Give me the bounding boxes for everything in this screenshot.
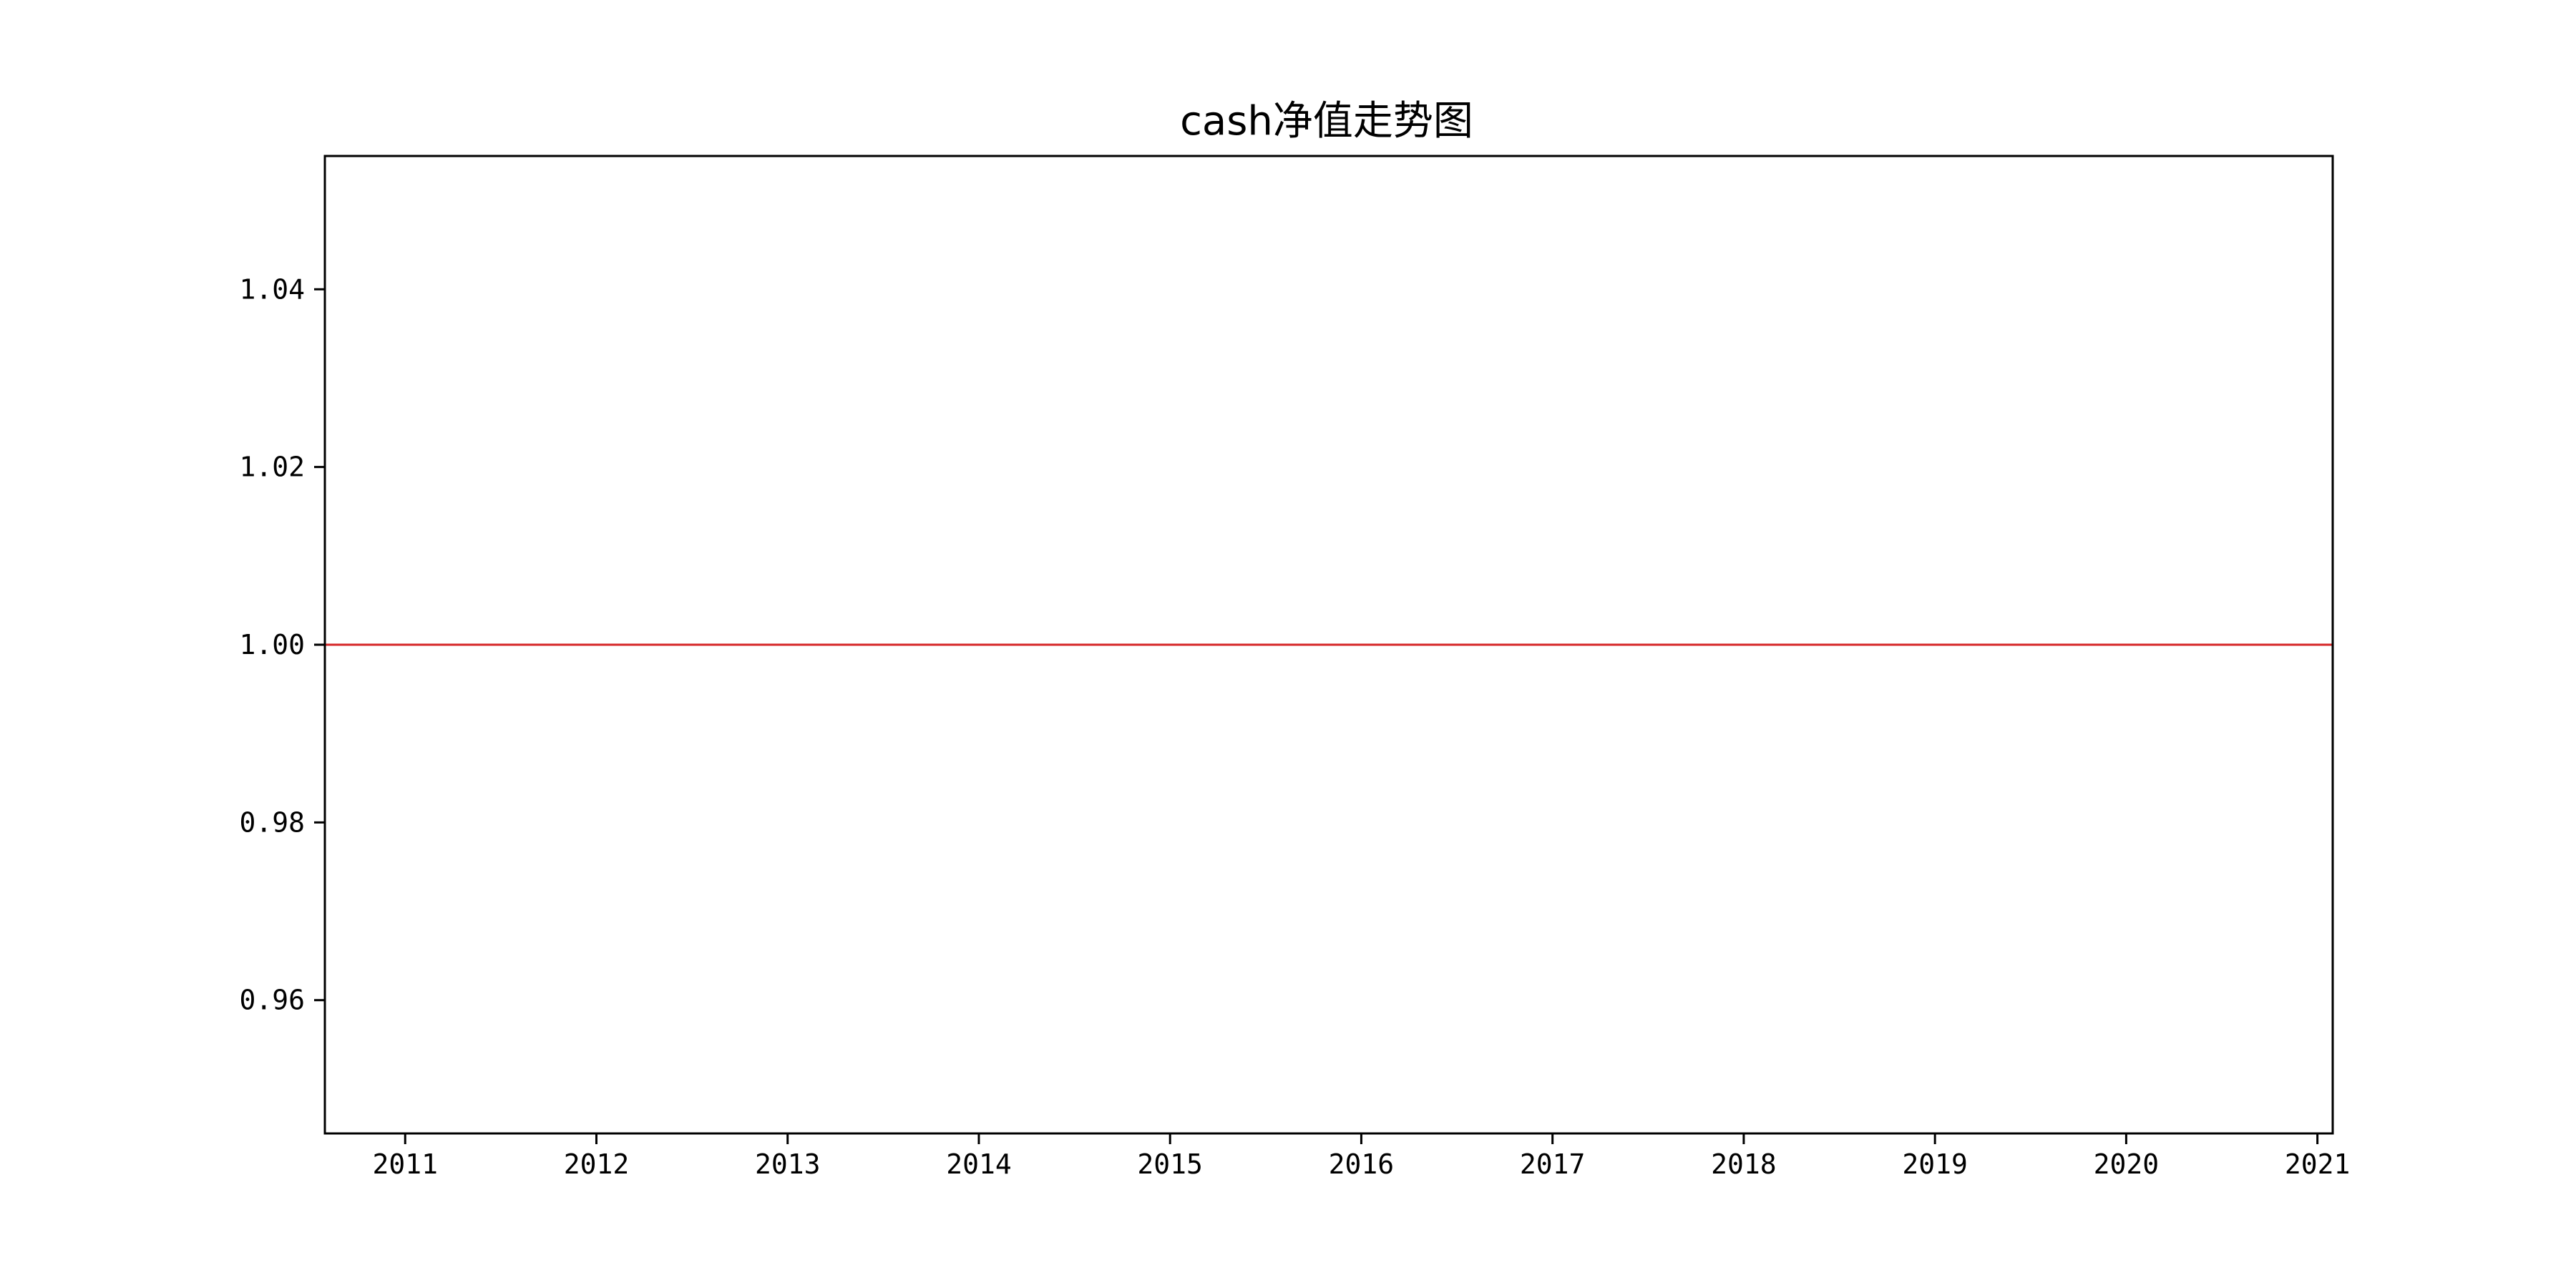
x-tick-label: 2018 xyxy=(1711,1148,1777,1180)
y-tick-label: 1.00 xyxy=(239,629,305,660)
x-axis: 2011 2012 2013 2014 2015 2016 2017 2018 2019 2020… xyxy=(372,1133,2350,1180)
y-tick-label: 0.98 xyxy=(239,806,305,838)
y-axis: 0.96 0.98 1.00 1.02 1.04 xyxy=(239,273,325,1016)
x-tick-label: 2021 xyxy=(2285,1148,2351,1180)
x-tick-label: 2020 xyxy=(2094,1148,2160,1180)
x-tick-label: 2011 xyxy=(372,1148,438,1180)
y-tick-label: 1.04 xyxy=(239,273,305,305)
x-tick-label: 2016 xyxy=(1329,1148,1395,1180)
x-tick-label: 2015 xyxy=(1137,1148,1203,1180)
chart-title: cash净值走势图 xyxy=(1180,98,1473,145)
y-tick-label: 0.96 xyxy=(239,985,305,1016)
x-tick-label: 2019 xyxy=(1902,1148,1968,1180)
x-tick-label: 2013 xyxy=(755,1148,821,1180)
x-tick-label: 2012 xyxy=(564,1148,630,1180)
x-tick-label: 2014 xyxy=(946,1148,1012,1180)
plot-frame xyxy=(323,155,2334,1135)
x-tick-label: 2017 xyxy=(1520,1148,1586,1180)
y-tick-label: 1.02 xyxy=(239,452,305,483)
